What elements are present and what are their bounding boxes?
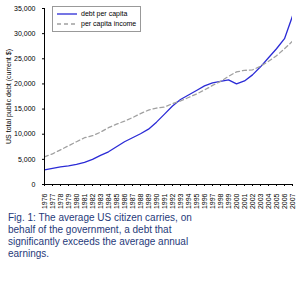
svg-text:2007: 2007 — [289, 193, 296, 209]
svg-text:1980: 1980 — [73, 193, 80, 209]
svg-text:1997: 1997 — [209, 193, 216, 209]
svg-text:1983: 1983 — [97, 193, 104, 209]
svg-text:20,000: 20,000 — [14, 80, 36, 87]
svg-text:1977: 1977 — [49, 193, 56, 209]
svg-text:2004: 2004 — [265, 193, 272, 209]
svg-text:2005: 2005 — [273, 193, 280, 209]
svg-text:15,000: 15,000 — [14, 105, 36, 112]
svg-text:1984: 1984 — [105, 193, 112, 209]
svg-text:5,000: 5,000 — [18, 156, 36, 163]
svg-text:1991: 1991 — [161, 193, 168, 209]
svg-text:25,000: 25,000 — [14, 55, 36, 62]
svg-text:1988: 1988 — [137, 193, 144, 209]
svg-text:1994: 1994 — [185, 193, 192, 209]
svg-text:1998: 1998 — [217, 193, 224, 209]
svg-text:1999: 1999 — [225, 193, 232, 209]
svg-text:2002: 2002 — [249, 193, 256, 209]
svg-text:1976: 1976 — [41, 193, 48, 209]
svg-text:35,000: 35,000 — [14, 5, 36, 12]
svg-text:1995: 1995 — [193, 193, 200, 209]
svg-text:1978: 1978 — [57, 193, 64, 209]
svg-text:1981: 1981 — [81, 193, 88, 209]
svg-text:1996: 1996 — [201, 193, 208, 209]
svg-text:1986: 1986 — [121, 193, 128, 209]
svg-text:1987: 1987 — [129, 193, 136, 209]
html-text:Fig. 1: The average US citizen: Fig. 1: The average US citizen carries, … — [8, 212, 192, 259]
html-text:debt per capita: debt per capita — [81, 10, 128, 17]
svg-text:1990: 1990 — [153, 193, 160, 209]
svg-text:0: 0 — [32, 181, 36, 188]
html-text:per capita income: per capita income — [81, 20, 137, 27]
svg-text:2001: 2001 — [241, 193, 248, 209]
svg-text:10,000: 10,000 — [14, 130, 36, 137]
svg-text:2006: 2006 — [281, 193, 288, 209]
svg-text:US total public debt (current: US total public debt (current $) — [5, 49, 13, 144]
svg-text:2000: 2000 — [233, 193, 240, 209]
svg-text:2003: 2003 — [257, 193, 264, 209]
svg-text:1979: 1979 — [65, 193, 72, 209]
svg-text:1982: 1982 — [89, 193, 96, 209]
svg-text:30,000: 30,000 — [14, 30, 36, 37]
svg-text:1985: 1985 — [113, 193, 120, 209]
svg-text:1993: 1993 — [177, 193, 184, 209]
svg-text:1992: 1992 — [169, 193, 176, 209]
svg-text:1989: 1989 — [145, 193, 152, 209]
